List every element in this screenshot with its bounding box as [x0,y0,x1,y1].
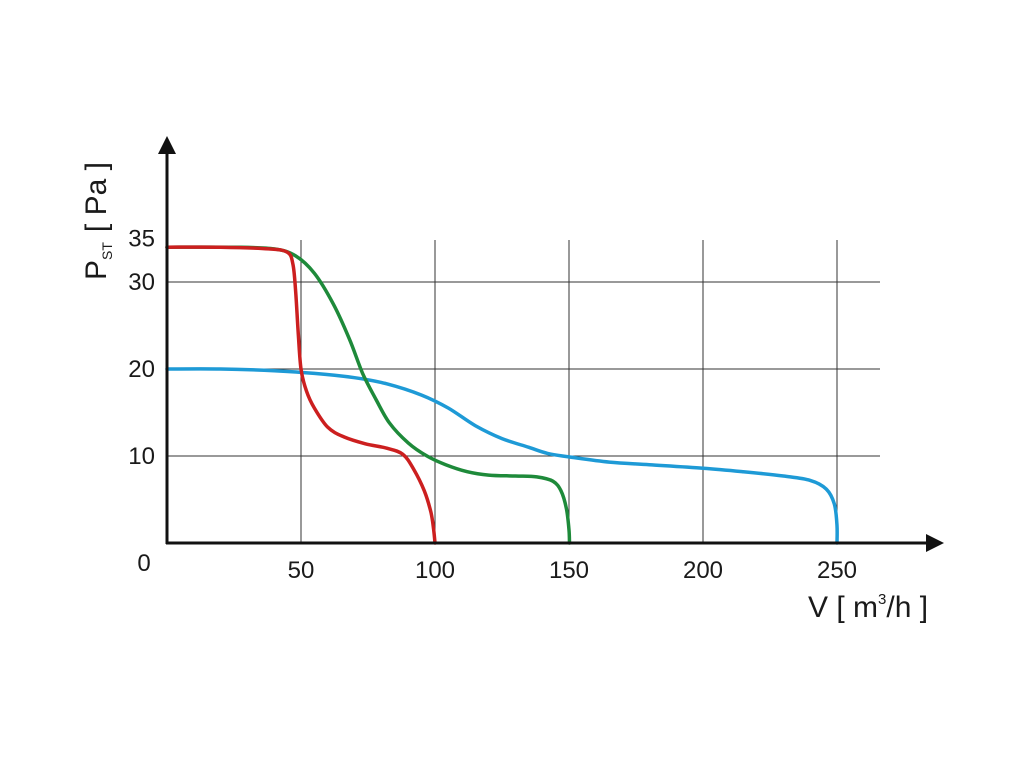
x-axis-title-main: V [ m [808,591,878,624]
x-axis-title: V [ m3/h ] [808,591,928,624]
x-axis-title-sup: 3 [878,591,886,608]
grid [167,240,880,543]
series-line-1 [165,245,437,545]
y-tick-label-10: 10 [128,443,155,470]
y-axis-title-tail: [ Pa ] [80,162,113,232]
x-tick-label-100: 100 [415,557,455,584]
x-tick-label-250: 250 [817,557,857,584]
y-axis-title-main: P [80,260,113,280]
series-line-3 [165,367,839,545]
y-tick-label-35: 35 [128,226,155,253]
series-layer [165,245,839,545]
axes [158,136,944,552]
y-tick-label-30: 30 [128,269,155,296]
y-axis-title: PST [ Pa ] [80,162,115,280]
y-tick-label-20: 20 [128,356,155,383]
x-tick-label-50: 50 [288,557,315,584]
x-tick-label-150: 150 [549,557,589,584]
tick-labels: 50 100 150 200 250 10 20 30 35 [128,226,857,585]
y-axis-title-sub: ST [99,242,115,260]
series-line-2 [165,245,572,545]
x-axis-title-tail: /h ] [886,591,928,624]
origin-label: 0 [137,550,150,577]
x-tick-label-200: 200 [683,557,723,584]
